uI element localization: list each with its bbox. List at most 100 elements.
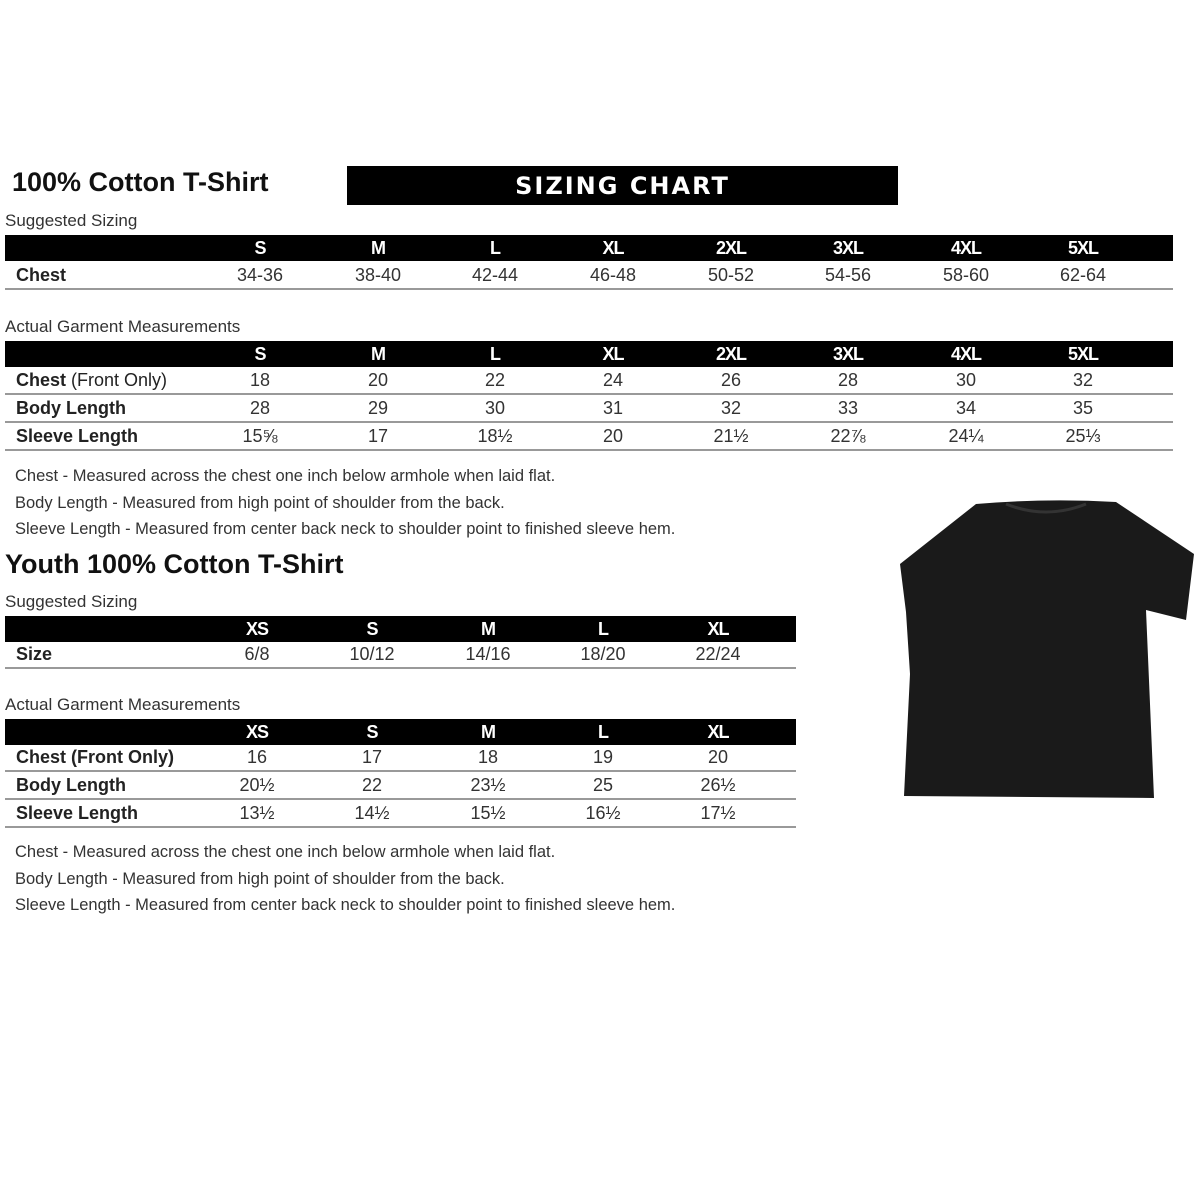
row-divider <box>5 421 1173 423</box>
table-cell: 42-44 <box>471 265 519 285</box>
table-row: Chest (Front Only) 18 20 22 24 26 28 30 32 <box>5 366 1173 394</box>
size-header-cell: S <box>254 344 266 364</box>
size-header-cell: M <box>481 722 496 742</box>
table-cell: 24¼ <box>948 426 984 446</box>
table-cell: 15½ <box>470 803 506 823</box>
youth-actual-label: Actual Garment Measurements <box>5 695 241 714</box>
table-row: Chest 34-36 38-40 42-44 46-48 50-52 54-56 58-60… <box>5 261 1173 289</box>
table-row: Size 6/8 10/12 14/16 18/20 22/24 <box>5 640 796 668</box>
table-cell: 34-36 <box>236 265 284 285</box>
table-cell: 10/12 <box>349 644 395 664</box>
size-header-bar: XS S M L XL <box>5 616 796 642</box>
table-cell: 32 <box>720 398 742 418</box>
table-cell: 18 <box>249 370 271 390</box>
row-label: Chest <box>16 261 66 289</box>
table-cell: 30 <box>955 370 977 390</box>
size-header-cell: L <box>598 722 609 742</box>
table-cell: 22⅞ <box>830 426 866 446</box>
size-header-cell: 2XL <box>715 344 747 364</box>
table-cell: 17 <box>367 426 389 446</box>
measurement-note: Sleeve Length - Measured from center bac… <box>15 520 676 538</box>
table-cell: 25⅓ <box>1065 426 1101 446</box>
size-header-cell: L <box>490 238 501 258</box>
table-cell: 21½ <box>713 426 749 446</box>
table-cell: 26½ <box>700 775 736 795</box>
table-cell: 15⅝ <box>242 426 278 446</box>
measurement-note: Body Length - Measured from high point o… <box>15 493 505 512</box>
table-cell: 16 <box>246 747 268 767</box>
row-label: Body Length <box>16 394 126 422</box>
table-cell: 28 <box>837 370 859 390</box>
size-header-cell: 4XL <box>950 238 982 258</box>
table-cell: 32 <box>1072 370 1094 390</box>
size-header-bar: S M L XL 2XL 3XL 4XL 5XL <box>5 235 1173 261</box>
measurement-note: Body Length - Measured from high point o… <box>15 869 505 888</box>
table-cell: 18 <box>477 747 499 767</box>
table-cell: 14½ <box>354 803 390 823</box>
table-row: Body Length 28 29 30 31 32 33 34 35 <box>5 394 1173 422</box>
size-header-cell: 2XL <box>715 238 747 258</box>
measurement-note: Sleeve Length - Measured from center bac… <box>15 896 676 914</box>
table-cell: 6/8 <box>244 644 270 664</box>
table-cell: 33 <box>837 398 859 418</box>
table-cell: 35 <box>1072 398 1094 418</box>
table-cell: 20 <box>707 747 729 767</box>
table-cell: 20½ <box>239 775 275 795</box>
row-label: Size <box>16 640 52 668</box>
size-header-cell: L <box>598 619 609 639</box>
table-cell: 54-56 <box>824 265 872 285</box>
size-header-cell: L <box>490 344 501 364</box>
size-header-cell: M <box>371 238 386 258</box>
row-label: Body Length <box>16 771 126 799</box>
table-cell: 22 <box>361 775 383 795</box>
row-label-text: Body Length <box>16 398 126 418</box>
size-header-cell: XL <box>602 238 624 258</box>
youth-title: Youth 100% Cotton T-Shirt <box>5 549 344 579</box>
size-header-cell: 5XL <box>1067 344 1099 364</box>
row-label-text: Sleeve Length <box>16 426 139 446</box>
table-row: Sleeve Length 13½ 14½ 15½ 16½ 17½ <box>5 799 796 827</box>
table-cell: 19 <box>592 747 614 767</box>
table-cell: 22/24 <box>695 644 741 664</box>
size-header-cell: 3XL <box>832 344 864 364</box>
size-header-cell: XS <box>245 722 269 742</box>
adult-title: 100% Cotton T-Shirt <box>12 167 269 197</box>
table-cell: 18/20 <box>580 644 626 664</box>
size-header-cell: S <box>366 619 378 639</box>
size-header-bar: S M L XL 2XL 3XL 4XL 5XL <box>5 341 1173 367</box>
row-divider <box>5 449 1173 451</box>
size-header-cell: XS <box>245 619 269 639</box>
size-header-cell: S <box>254 238 266 258</box>
table-cell: 29 <box>367 398 389 418</box>
row-divider <box>5 288 1173 290</box>
row-divider <box>5 826 796 828</box>
size-header-cell: M <box>371 344 386 364</box>
size-header-cell: S <box>366 722 378 742</box>
adult-actual-label: Actual Garment Measurements <box>5 317 241 336</box>
table-cell: 25 <box>592 775 614 795</box>
table-row: Sleeve Length 15⅝ 17 18½ 20 21½ 22⅞ 24¼ 25⅓ <box>5 422 1173 450</box>
row-label-extra: (Front Only) <box>66 370 168 390</box>
size-header-cell: XL <box>602 344 624 364</box>
table-cell: 50-52 <box>707 265 755 285</box>
table-cell: 58-60 <box>942 265 990 285</box>
table-cell: 34 <box>955 398 977 418</box>
row-label: Chest (Front Only) <box>16 366 167 394</box>
row-label: Chest (Front Only) <box>16 743 174 771</box>
adult-suggested-label: Suggested Sizing <box>5 211 138 230</box>
table-cell: 28 <box>249 398 271 418</box>
table-cell: 20 <box>602 426 624 446</box>
table-cell: 16½ <box>585 803 621 823</box>
table-cell: 23½ <box>470 775 506 795</box>
youth-suggested-label: Suggested Sizing <box>5 592 138 611</box>
table-cell: 38-40 <box>354 265 402 285</box>
table-cell: 30 <box>484 398 506 418</box>
size-header-cell: 3XL <box>832 238 864 258</box>
row-label-text: Chest <box>16 265 67 285</box>
table-cell: 24 <box>602 370 624 390</box>
table-cell: 20 <box>367 370 389 390</box>
row-label: Sleeve Length <box>16 799 138 827</box>
black-tshirt-icon <box>900 500 1194 798</box>
table-cell: 46-48 <box>589 265 637 285</box>
